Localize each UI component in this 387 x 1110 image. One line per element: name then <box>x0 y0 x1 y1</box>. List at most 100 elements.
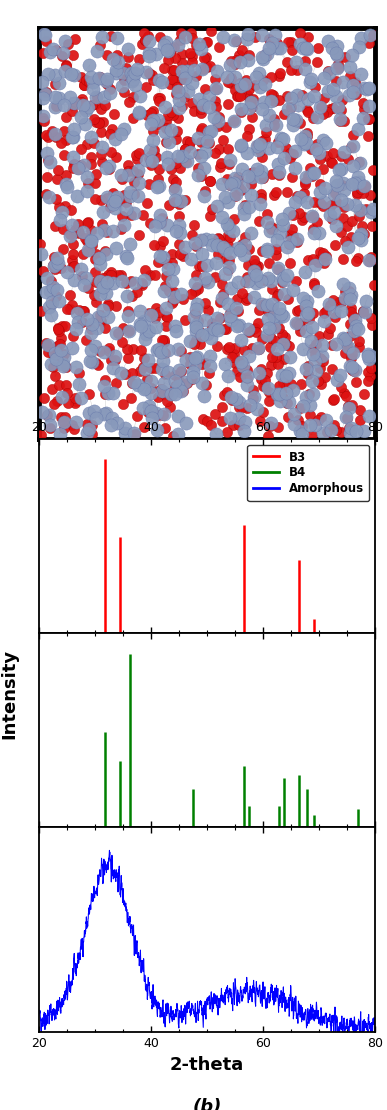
Point <box>215 230 221 248</box>
Point <box>173 322 179 340</box>
Point <box>126 93 132 111</box>
Point <box>72 221 78 239</box>
Point <box>363 292 370 310</box>
Point <box>262 376 268 394</box>
Point <box>74 186 80 204</box>
Point <box>60 44 66 62</box>
Point <box>128 206 134 224</box>
Point <box>302 173 308 191</box>
Point <box>127 235 133 253</box>
Point <box>98 312 104 330</box>
Point <box>198 121 204 139</box>
Point <box>312 416 318 434</box>
Point <box>298 416 305 434</box>
Point <box>173 130 179 148</box>
Point <box>243 367 250 385</box>
Point <box>256 212 262 230</box>
Point <box>84 233 91 251</box>
Point <box>106 340 112 357</box>
Point <box>151 141 158 159</box>
Point <box>164 384 171 402</box>
Point <box>177 31 183 49</box>
Point <box>361 385 367 403</box>
Point <box>259 242 265 260</box>
Point <box>247 396 253 414</box>
Point <box>78 93 84 111</box>
Point <box>100 113 106 131</box>
Point <box>81 75 87 93</box>
Point <box>79 91 86 109</box>
Point <box>105 297 111 315</box>
Point <box>161 405 167 423</box>
Point <box>152 218 158 235</box>
Point <box>238 234 245 252</box>
Point <box>50 256 56 274</box>
Point <box>87 68 94 85</box>
Point <box>143 151 149 169</box>
Point <box>254 164 260 182</box>
Point <box>300 396 306 414</box>
Point <box>277 392 283 410</box>
Point <box>225 295 231 313</box>
Point <box>103 72 110 90</box>
Point <box>324 147 330 164</box>
Point <box>130 162 136 180</box>
Point <box>300 40 306 58</box>
Point <box>41 26 47 43</box>
Point <box>230 222 236 240</box>
Point <box>295 97 301 114</box>
Point <box>279 210 285 228</box>
Point <box>244 290 250 307</box>
Point <box>238 331 244 349</box>
Point <box>187 133 194 151</box>
Point <box>324 103 330 121</box>
Point <box>205 273 211 291</box>
Point <box>234 316 240 334</box>
Point <box>251 251 257 269</box>
Point <box>257 79 263 97</box>
Point <box>247 47 253 64</box>
Point <box>269 295 276 313</box>
Point <box>162 98 168 115</box>
Point <box>361 178 367 195</box>
Point <box>149 408 155 426</box>
Point <box>92 293 99 311</box>
Point <box>194 349 200 366</box>
Point <box>150 102 156 120</box>
Point <box>351 322 357 340</box>
Point <box>102 371 108 388</box>
Point <box>253 274 259 292</box>
Point <box>68 64 74 82</box>
Point <box>340 251 346 269</box>
Point <box>273 240 279 258</box>
Point <box>84 424 90 442</box>
Point <box>312 345 318 363</box>
Point <box>302 263 308 281</box>
Point <box>322 250 328 268</box>
Point <box>180 248 186 265</box>
Point <box>112 351 118 369</box>
Point <box>125 48 132 65</box>
Point <box>129 72 135 90</box>
Point <box>56 74 62 92</box>
Point <box>202 182 208 200</box>
Point <box>236 394 243 412</box>
Point <box>149 152 155 170</box>
Point <box>113 61 120 79</box>
Point <box>107 198 113 215</box>
Point <box>64 178 70 195</box>
Point <box>345 397 351 415</box>
Point <box>103 284 110 302</box>
Point <box>52 124 58 142</box>
Point <box>358 231 364 249</box>
Point <box>75 313 81 331</box>
Point <box>40 90 46 108</box>
Point <box>293 111 299 129</box>
Point <box>71 421 77 438</box>
Point <box>207 122 214 140</box>
Point <box>122 365 128 383</box>
Point <box>38 245 45 263</box>
Point <box>267 218 273 235</box>
Point <box>227 56 233 73</box>
Point <box>333 216 339 234</box>
